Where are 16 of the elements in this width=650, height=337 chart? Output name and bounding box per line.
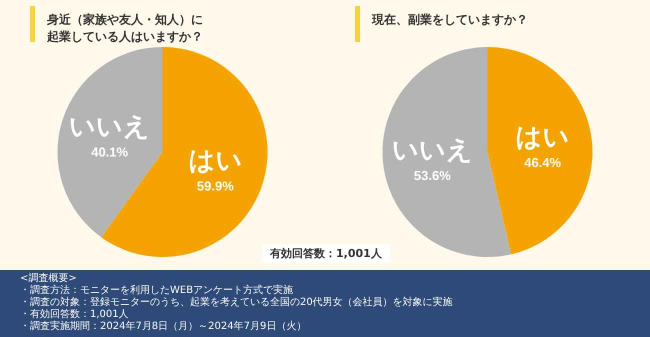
text: 有効回答数：1,001人 [262,244,390,263]
slice-label: はい [516,122,570,152]
slice-label: はい [188,144,242,175]
text: ・調査の対象：登録モニターのうち、起業を考えている全国の20代男女（会社員）を対象に実施 [20,297,454,308]
slice-label: いいえ [69,111,150,142]
chart-title: 身近（家族や友人・知人）に起業している人はいますか？ [46,12,203,44]
text: <調査概要> [20,273,78,284]
slice-label: いいえ [392,134,473,164]
chart-title: 現在、副業をしていますか？ [371,12,528,26]
text: ・有効回答数：1,001人 [20,309,130,320]
text: ・調査方法：モニターを利用したWEBアンケート方式で実施 [20,285,294,296]
text: ・調査実施期間：2024年7月8日（月）～2024年7月9日（火） [20,321,308,333]
data-label: 59.9% [196,178,234,194]
data-label: 40.1% [91,144,129,160]
data-label: 46.4% [524,155,562,170]
data-label: 53.6% [414,168,452,183]
